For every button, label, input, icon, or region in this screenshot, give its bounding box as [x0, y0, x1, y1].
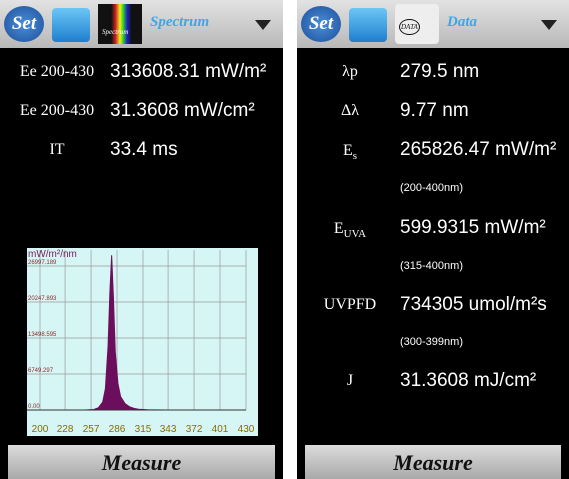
row-value: 265826.47 mW/m²	[400, 139, 556, 161]
subscript: UVA	[344, 228, 366, 240]
row-value: 279.5 nm	[400, 61, 479, 83]
x-tick-label: 343	[160, 424, 177, 435]
y-tick-label: 0.00	[28, 404, 40, 410]
subscript: s	[353, 150, 357, 162]
row-label: UVPFD	[300, 296, 400, 314]
dropdown[interactable]: Data	[447, 14, 477, 31]
dropdown-arrow[interactable]	[541, 20, 557, 30]
row-note: (300-399nm)	[400, 336, 463, 348]
y-tick-label: 6749.297	[28, 368, 54, 374]
x-tick-label: 200	[32, 424, 49, 435]
x-tick-label: 401	[212, 424, 229, 435]
x-tick-label: 257	[83, 424, 100, 435]
top-bar: Set DATA Data	[297, 0, 569, 48]
row-label: IT	[7, 141, 107, 159]
measure-button[interactable]: Measure	[305, 445, 561, 479]
row-label: EUVA	[300, 220, 400, 240]
right-screen: Set DATA Data λp 279.5 nm Δλ 9.77 nm Es …	[297, 0, 569, 479]
row-value: 9.77 nm	[400, 100, 469, 122]
folder-button[interactable]	[349, 8, 387, 42]
icon-text: DATA	[399, 19, 420, 35]
row-note: (315-400nm)	[400, 260, 463, 272]
spectrum-chart: 200 228 257 286 315 343 372 401 430 0.00 6749.297 1…	[27, 248, 258, 436]
row-label: Ee 200-430	[7, 102, 107, 120]
row-label: Δλ	[300, 102, 400, 120]
row-value: 599.9315 mW/m²	[400, 217, 546, 239]
row-value: 734305 umol/m²s	[400, 294, 547, 316]
app-icon: DATA	[395, 4, 439, 44]
y-tick-label: 26997.189	[28, 260, 57, 266]
plot-background	[27, 248, 258, 436]
page: Set Spectrum Spectrum Ee 200-430 313608.…	[0, 0, 569, 479]
set-button[interactable]: Set	[4, 6, 44, 42]
x-tick-label: 372	[186, 424, 203, 435]
x-tick-label: 315	[135, 424, 152, 435]
y-tick-label: 13498.595	[28, 332, 57, 338]
row-value: 33.4 ms	[110, 139, 178, 161]
row-label: Es	[300, 142, 400, 162]
app-icon: Spectrum	[98, 4, 142, 44]
row-value: 31.3608 mW/cm²	[110, 100, 255, 122]
row-label: Ee 200-430	[7, 63, 107, 81]
symbol: E	[343, 142, 353, 159]
row-value: 31.3608 mJ/cm²	[400, 370, 536, 392]
left-screen: Set Spectrum Spectrum Ee 200-430 313608.…	[0, 0, 283, 479]
row-value: 313608.31 mW/m²	[110, 61, 266, 83]
x-tick-label: 286	[109, 424, 126, 435]
y-axis-label: mW/m²/nm	[28, 249, 77, 260]
symbol: E	[334, 220, 344, 237]
folder-button[interactable]	[52, 8, 90, 42]
top-bar: Set Spectrum Spectrum	[0, 0, 283, 48]
row-label: J	[300, 372, 400, 390]
set-button[interactable]: Set	[301, 6, 341, 42]
dropdown-arrow[interactable]	[255, 20, 271, 30]
dropdown[interactable]: Spectrum	[150, 14, 209, 31]
measure-button[interactable]: Measure	[8, 445, 275, 479]
x-tick-label: 430	[238, 424, 255, 435]
y-tick-label: 20247.893	[28, 296, 57, 302]
x-tick-label: 228	[57, 424, 74, 435]
row-label: λp	[300, 63, 400, 81]
icon-text: Spectrum	[102, 28, 128, 36]
row-note: (200-400nm)	[400, 182, 463, 194]
